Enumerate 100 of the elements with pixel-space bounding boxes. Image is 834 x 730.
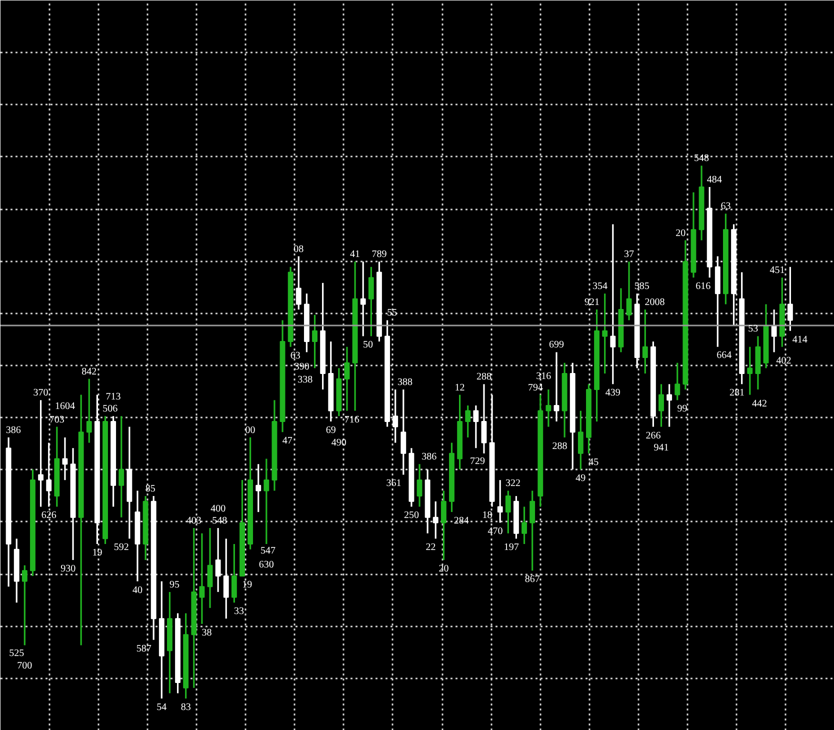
annotation: 19 bbox=[242, 579, 252, 590]
candlestick bbox=[223, 538, 229, 620]
candlestick bbox=[787, 266, 793, 332]
annotation: 941 bbox=[654, 442, 669, 454]
annotation: 250 bbox=[404, 510, 419, 522]
candlestick bbox=[522, 506, 527, 545]
annotation: 451 bbox=[770, 265, 785, 276]
candlestick bbox=[46, 442, 52, 508]
candlestick bbox=[312, 314, 318, 369]
annotation: 713 bbox=[106, 392, 121, 403]
candlestick bbox=[344, 346, 350, 412]
candlestick bbox=[546, 388, 552, 428]
candlestick bbox=[497, 479, 503, 524]
annotation: 386 bbox=[422, 452, 437, 463]
candlestick bbox=[38, 399, 44, 508]
text: 548 bbox=[694, 153, 710, 164]
candlestick bbox=[642, 308, 648, 374]
annotation: 506 bbox=[102, 404, 118, 415]
candlestick bbox=[465, 404, 471, 438]
annotation: 587 bbox=[136, 643, 152, 654]
annotation: 18 bbox=[482, 510, 492, 522]
candlestick bbox=[554, 351, 560, 422]
annotation: 842 bbox=[82, 366, 97, 378]
annotation: 22 bbox=[426, 542, 436, 554]
candlestick bbox=[626, 260, 632, 322]
annotation: 00 bbox=[245, 424, 256, 436]
candlestick bbox=[22, 564, 28, 646]
candlestick bbox=[400, 388, 406, 476]
candlestick bbox=[215, 527, 221, 593]
annotation: 592 bbox=[114, 542, 129, 553]
candlestick bbox=[207, 527, 213, 609]
annotation: 585 bbox=[634, 281, 650, 292]
annotation: 85 bbox=[145, 484, 156, 495]
annotation: 402 bbox=[776, 356, 792, 367]
annotation: 388 bbox=[398, 376, 413, 388]
annotation: 547 bbox=[260, 546, 276, 557]
candlestick bbox=[432, 500, 438, 540]
candlestick bbox=[578, 410, 584, 470]
candlestick bbox=[440, 490, 446, 561]
annotation: 414 bbox=[792, 334, 808, 346]
annotation: 716 bbox=[344, 414, 360, 426]
candlestick bbox=[199, 532, 205, 625]
candlestick bbox=[530, 490, 536, 572]
candlestick bbox=[264, 458, 270, 545]
annotation: 442 bbox=[752, 398, 768, 410]
candlestick bbox=[392, 388, 398, 444]
annotation: 703 bbox=[49, 414, 64, 426]
annotation: 616 bbox=[696, 281, 711, 292]
annotation: 20 bbox=[438, 563, 449, 574]
annotation: 361 bbox=[386, 478, 402, 490]
annotation: 37 bbox=[624, 249, 634, 260]
candlestick bbox=[256, 463, 262, 513]
candlestick bbox=[86, 378, 92, 444]
annotation: 288 bbox=[552, 440, 568, 452]
candlestick bbox=[296, 255, 302, 310]
candlestick bbox=[505, 490, 511, 534]
annotation: 50 bbox=[362, 340, 373, 351]
annotation: 338 bbox=[298, 374, 313, 386]
annotation: 789 bbox=[372, 249, 387, 260]
annotation: 288 bbox=[476, 372, 492, 383]
candlestick bbox=[610, 223, 616, 385]
annotation: 626 bbox=[41, 510, 56, 522]
annotation: 99 bbox=[677, 404, 688, 415]
candlestick bbox=[473, 404, 479, 449]
candlestick bbox=[231, 543, 237, 604]
annotation: 354 bbox=[592, 281, 608, 292]
annotation: 69 bbox=[326, 424, 336, 436]
candlestick bbox=[747, 346, 753, 396]
candlestick bbox=[658, 383, 664, 428]
annotation: 284 bbox=[454, 516, 469, 527]
text: 54 bbox=[156, 702, 167, 714]
annotation: 38 bbox=[202, 627, 212, 638]
annotation: 45 bbox=[588, 456, 599, 468]
annotation: 316 bbox=[536, 370, 552, 382]
annotation: 630 bbox=[258, 560, 274, 571]
annotation: 49 bbox=[576, 472, 586, 484]
candlestick bbox=[602, 292, 608, 374]
annotation: 53 bbox=[748, 324, 758, 335]
annotation: 20 bbox=[676, 228, 686, 239]
candlestick bbox=[368, 266, 374, 337]
annotation: 699 bbox=[549, 340, 564, 351]
annotation: 55 bbox=[387, 308, 398, 319]
annotation: 664 bbox=[716, 350, 732, 362]
annotation: 40 bbox=[132, 584, 142, 596]
annotation: 281 bbox=[730, 388, 744, 399]
annotation: 08 bbox=[294, 244, 304, 255]
annotation: 794 bbox=[528, 382, 544, 394]
candlestick bbox=[674, 362, 680, 401]
annotation: 700 bbox=[17, 660, 32, 672]
annotation: 63 bbox=[720, 201, 731, 212]
annotation: 921 bbox=[584, 297, 600, 308]
annotation: 867 bbox=[524, 574, 540, 586]
annotation: 47 bbox=[282, 436, 292, 447]
annotation: 930 bbox=[60, 563, 76, 574]
candlestick bbox=[481, 383, 487, 454]
annotation: 41 bbox=[350, 249, 360, 260]
annotation: 390 bbox=[294, 362, 310, 373]
annotation: 33 bbox=[234, 606, 244, 618]
candlestick bbox=[416, 463, 422, 508]
annotation: 95 bbox=[170, 579, 180, 590]
